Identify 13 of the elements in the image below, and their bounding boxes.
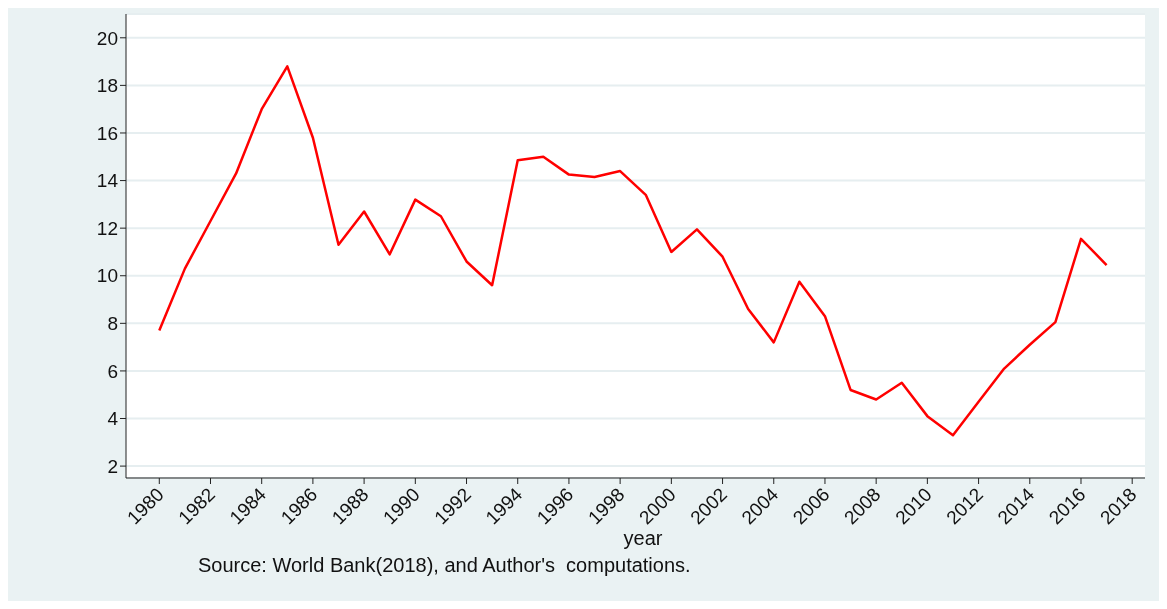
line-series — [158, 65, 1108, 437]
y-tick-label: 18 — [96, 75, 118, 97]
x-axis-title: year — [623, 527, 663, 549]
y-tick-label: 16 — [96, 122, 118, 144]
y-tick-label: 10 — [96, 265, 118, 287]
y-tick-label: 12 — [96, 217, 118, 239]
y-tick-label: 4 — [107, 408, 119, 430]
y-tick-label: 14 — [96, 170, 119, 192]
y-tick-label: 8 — [107, 313, 118, 335]
source-note: Source: World Bank(2018), and Author's computations. — [198, 553, 691, 577]
y-tick-label: 20 — [96, 27, 118, 49]
y-tick-label: 6 — [107, 360, 118, 382]
y-tick-label: 2 — [107, 455, 118, 477]
